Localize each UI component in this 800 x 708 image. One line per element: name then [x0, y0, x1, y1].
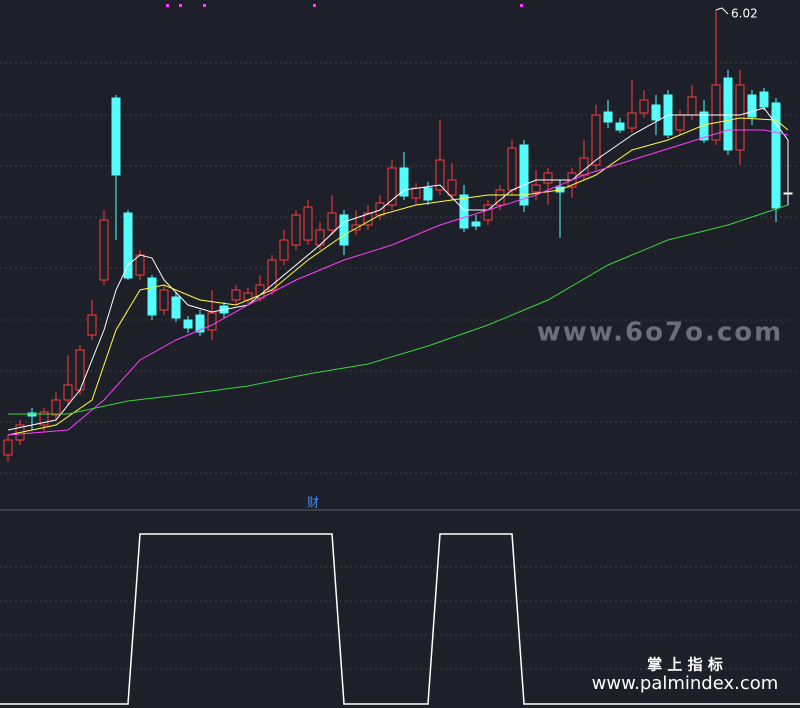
candle-body: [423, 187, 433, 201]
candle-body: [711, 84, 721, 141]
candle-body: [375, 202, 385, 216]
candle-body: [591, 114, 601, 166]
candle-body: [183, 319, 193, 329]
candle-body: [387, 167, 397, 206]
signal-line: [0, 533, 800, 705]
candle-body: [147, 277, 157, 316]
candle-body: [123, 212, 133, 279]
signal-dot: [203, 4, 206, 7]
candle-body: [135, 254, 145, 276]
high-label: 6.02: [731, 7, 758, 21]
candle-body: [747, 94, 757, 118]
candle-body: [195, 314, 205, 333]
candle-body: [447, 179, 457, 196]
indicator-title: 财: [307, 496, 319, 510]
candle-body: [99, 219, 109, 281]
watermark: www.palmindex.com: [592, 673, 779, 694]
candle-body: [159, 289, 169, 311]
candle-body: [327, 212, 337, 231]
candle-body: [543, 172, 553, 184]
candle-body: [339, 214, 349, 246]
candle-body: [399, 167, 409, 197]
signal-dot: [179, 4, 182, 7]
signal-dot: [166, 4, 169, 7]
moving-average: [7, 107, 789, 431]
candle-body: [675, 114, 685, 131]
candle-body: [279, 239, 289, 261]
candle-body: [483, 204, 493, 221]
candle-body: [603, 111, 613, 123]
candle-body: [507, 147, 517, 191]
candle-body: [639, 99, 649, 114]
candle-body: [459, 194, 469, 229]
watermark: 掌 上 指 标: [647, 656, 723, 674]
signal-dot: [520, 4, 523, 7]
candle-body: [231, 289, 241, 301]
candle-body: [471, 221, 481, 227]
candle-body: [207, 312, 217, 331]
candle-body: [111, 97, 121, 176]
candle-body: [723, 77, 733, 151]
candle-body: [291, 214, 301, 246]
candle-body: [687, 96, 697, 116]
candle-body: [51, 399, 61, 416]
candle-body: [627, 112, 637, 129]
candle-body: [63, 384, 73, 401]
candle-body: [39, 411, 49, 426]
candle-body: [171, 296, 181, 319]
candle-body: [351, 224, 361, 231]
candle-body: [303, 206, 313, 241]
candle-body: [699, 111, 709, 141]
candle-body: [435, 159, 445, 191]
signal-dot: [313, 4, 316, 7]
candle-body: [651, 104, 661, 121]
candle-body: [495, 189, 505, 206]
watermark: www.6o7o.com: [537, 318, 783, 348]
moving-average: [7, 129, 789, 436]
candle-body: [771, 102, 781, 209]
grid: [0, 62, 800, 670]
high-pointer: [715, 7, 729, 15]
candle-body: [3, 439, 13, 456]
candle-body: [759, 91, 769, 108]
candle-body: [783, 192, 793, 195]
moving-average: [7, 117, 789, 436]
candle-body: [615, 122, 625, 131]
moving-average: [8, 204, 789, 415]
candle-body: [519, 144, 529, 206]
candle-body: [411, 187, 421, 199]
candle-body: [531, 184, 541, 193]
candle-body: [87, 314, 97, 336]
